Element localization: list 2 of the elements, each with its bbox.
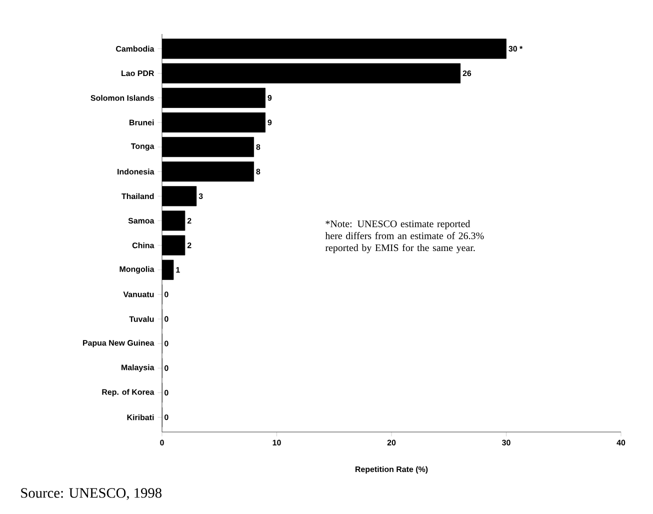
source-note: Source: UNESCO, 1998 [21,488,162,500]
annotation: *Note: UNESCO estimate reported here differs from an estimate of 26.3% reported by EMIS for the same year. [325,220,484,254]
